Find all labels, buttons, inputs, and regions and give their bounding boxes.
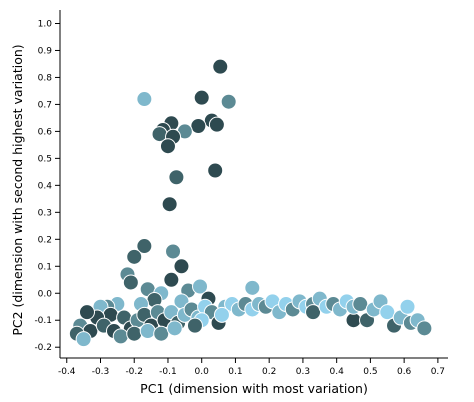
- x-tick-label: 0.6: [397, 367, 412, 377]
- data-point: [208, 116, 225, 133]
- data-point: [126, 248, 143, 265]
- data-point: [126, 325, 143, 342]
- data-point: [399, 298, 416, 315]
- y-tick-label: 0.1: [38, 262, 52, 272]
- y-tick-label: 0.4: [38, 181, 53, 191]
- x-tick-label: 0.7: [431, 367, 445, 377]
- y-tick-label: 1.0: [38, 19, 53, 29]
- data-point: [190, 118, 207, 134]
- y-axis-label: PC2 (dimension with second highest varia…: [10, 44, 25, 335]
- data-point: [136, 91, 153, 108]
- data-point: [112, 328, 129, 345]
- x-tick-label: -0.3: [92, 367, 110, 377]
- data-point: [166, 320, 183, 337]
- data-point: [78, 304, 95, 321]
- data-point: [161, 196, 178, 213]
- data-point: [213, 306, 230, 323]
- data-point: [159, 138, 176, 155]
- data-point: [186, 317, 203, 334]
- x-tick-label: 0.4: [329, 367, 344, 377]
- data-point: [352, 296, 369, 313]
- data-point: [305, 304, 322, 321]
- y-tick-label: 0.0: [38, 289, 53, 299]
- data-point: [193, 89, 210, 106]
- data-point: [212, 58, 229, 75]
- y-tick-label: 0.3: [38, 208, 52, 218]
- data-point: [379, 304, 396, 321]
- y-tick-label: 0.7: [38, 100, 52, 110]
- y-tick-label: 0.2: [38, 235, 52, 245]
- data-point: [163, 271, 180, 288]
- y-tick-label: -0.1: [34, 316, 52, 326]
- data-point: [153, 325, 170, 342]
- data-point: [345, 312, 362, 329]
- data-point: [139, 323, 156, 340]
- data-point: [173, 258, 190, 275]
- y-tick-label: 0.5: [38, 154, 52, 164]
- data-point: [244, 279, 261, 296]
- y-axis: -0.2 -0.1 0.0 0.1 0.2 0.3 0.4 0.5 0.6 0.7 0.8 0.9 1.…: [34, 10, 61, 358]
- x-tick-label: -0.4: [58, 367, 76, 377]
- y-tick-label: -0.2: [34, 343, 52, 353]
- data-point: [165, 243, 182, 260]
- x-tick-label: 0.5: [363, 367, 377, 377]
- points-layer: [68, 58, 433, 348]
- data-point: [75, 331, 92, 348]
- data-point: [192, 278, 209, 295]
- data-point: [416, 320, 433, 337]
- y-tick-label: 0.9: [38, 46, 53, 56]
- y-tick-label: 0.6: [38, 127, 53, 137]
- x-tick-label: 0.2: [262, 367, 276, 377]
- data-point: [220, 93, 237, 110]
- x-tick-label: 0.3: [296, 367, 310, 377]
- x-axis: -0.4 -0.3 -0.2 -0.1 0.0 0.1 0.2 0.3 0.4 0.5 0.6 0.7: [58, 357, 448, 377]
- data-point: [122, 274, 139, 291]
- data-point: [168, 169, 185, 186]
- x-tick-label: -0.1: [159, 367, 177, 377]
- data-point: [136, 238, 153, 255]
- y-tick-label: 0.8: [38, 73, 53, 83]
- x-tick-label: 0.0: [195, 367, 210, 377]
- data-point: [207, 162, 224, 179]
- x-axis-label: PC1 (dimension with most variation): [140, 381, 368, 396]
- x-tick-label: 0.1: [228, 367, 242, 377]
- x-tick-label: -0.2: [125, 367, 143, 377]
